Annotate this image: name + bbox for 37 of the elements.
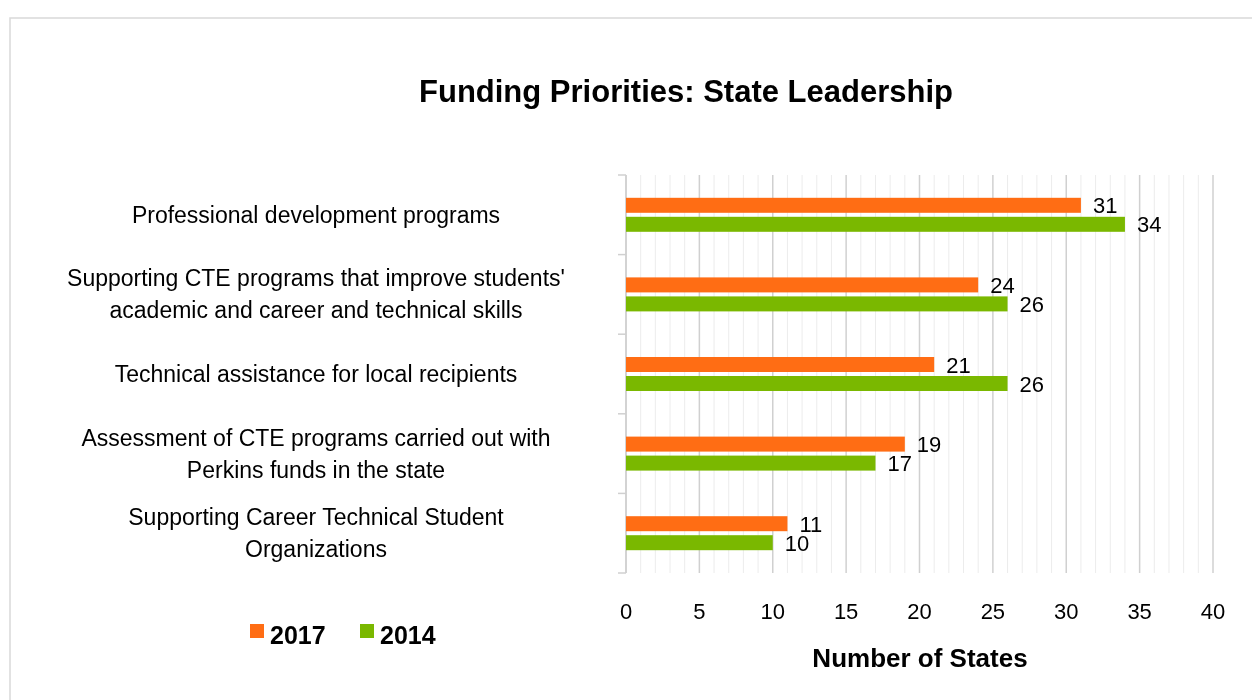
- bar: [626, 376, 1008, 391]
- x-tick-label: 10: [760, 599, 785, 624]
- data-label: 19: [916, 432, 942, 458]
- bar: [626, 197, 1081, 213]
- data-label: 17: [887, 451, 912, 477]
- x-tick-label: 20: [907, 599, 932, 624]
- data-label: 11: [799, 511, 823, 537]
- bar: [626, 277, 979, 293]
- x-axis-title: Number of States: [812, 643, 1028, 673]
- x-tick-label: 35: [1127, 599, 1152, 624]
- x-tick-label: 25: [980, 599, 1006, 624]
- bar: [626, 216, 1125, 232]
- legend-label: 2014: [380, 620, 436, 649]
- x-tick-label: 30: [1054, 599, 1079, 624]
- bar: [626, 516, 788, 532]
- x-tick-label: 0: [619, 599, 633, 624]
- y-tick-label: Supporting Career Technical Student Organizations: [128, 504, 505, 563]
- bar: [626, 296, 1008, 312]
- data-label: 34: [1136, 212, 1162, 238]
- data-label: 26: [1019, 291, 1045, 317]
- y-tick-label: Supporting CTE programs that improve students' academic and career and technical skills: [67, 265, 565, 324]
- data-label: 31: [1092, 193, 1118, 219]
- bar: [626, 535, 773, 551]
- data-label: 26: [1019, 371, 1045, 397]
- x-tick-label: 15: [833, 599, 859, 624]
- data-label: 24: [990, 272, 1015, 298]
- x-tick-label: 40: [1200, 599, 1226, 624]
- legend-label: 2017: [270, 620, 326, 649]
- y-tick-label: Assessment of CTE programs carried out with Perkins funds in the state: [81, 424, 551, 483]
- x-tick-label: 5: [693, 599, 706, 624]
- y-tick-label: Professional development programs: [131, 201, 501, 228]
- bar: [626, 436, 905, 452]
- y-tick-label: Technical assistance for local recipients: [114, 361, 518, 387]
- data-label: 21: [946, 352, 971, 378]
- bar: [626, 357, 935, 372]
- chart-title: Funding Priorities: State Leadership: [419, 74, 953, 109]
- bar: [626, 455, 876, 471]
